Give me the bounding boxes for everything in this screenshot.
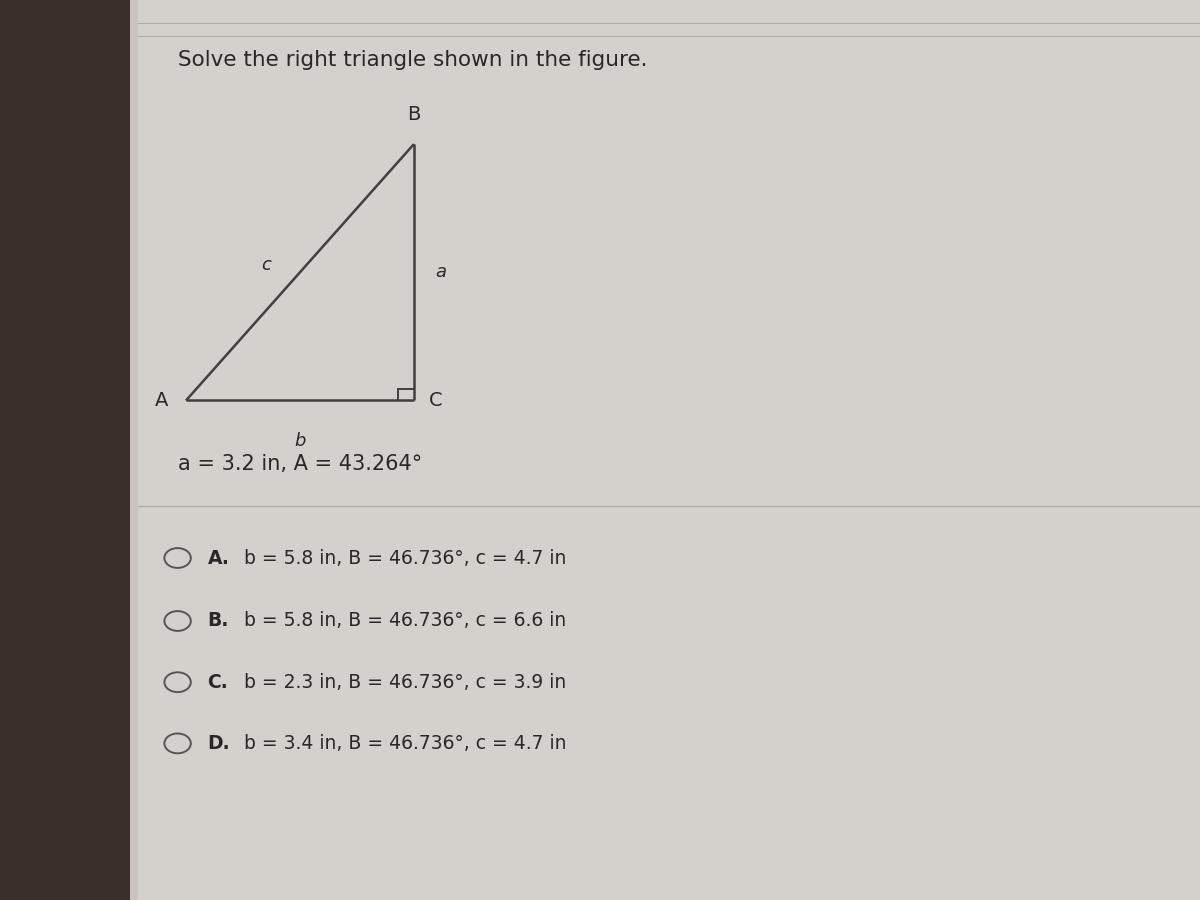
Text: a = 3.2 in, A = 43.264°: a = 3.2 in, A = 43.264° — [178, 454, 422, 474]
Bar — [138, 0, 1200, 900]
Text: D.: D. — [208, 734, 230, 753]
Text: a: a — [436, 263, 446, 281]
Text: b = 3.4 in, B = 46.736°, c = 4.7 in: b = 3.4 in, B = 46.736°, c = 4.7 in — [244, 734, 566, 753]
Text: c: c — [262, 256, 271, 274]
Text: Solve the right triangle shown in the figure.: Solve the right triangle shown in the fi… — [178, 50, 647, 69]
Text: B: B — [407, 105, 421, 124]
Text: C.: C. — [208, 672, 228, 692]
Text: A: A — [155, 391, 168, 410]
Text: b = 5.8 in, B = 46.736°, c = 4.7 in: b = 5.8 in, B = 46.736°, c = 4.7 in — [244, 548, 566, 568]
Text: b = 2.3 in, B = 46.736°, c = 3.9 in: b = 2.3 in, B = 46.736°, c = 3.9 in — [244, 672, 566, 692]
Bar — [0, 0, 130, 900]
Text: C: C — [428, 391, 442, 410]
Text: b = 5.8 in, B = 46.736°, c = 6.6 in: b = 5.8 in, B = 46.736°, c = 6.6 in — [244, 611, 566, 631]
Text: A.: A. — [208, 548, 229, 568]
Text: B.: B. — [208, 611, 229, 631]
Text: b: b — [294, 432, 306, 450]
